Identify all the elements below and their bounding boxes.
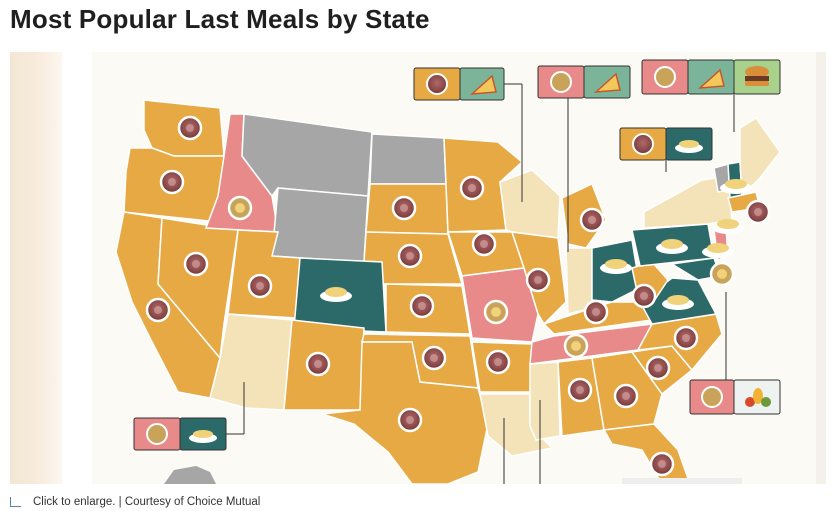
callout-steak-seafood xyxy=(619,127,713,172)
image-caption: Click to enlarge. | Courtesy of Choice M… xyxy=(10,494,260,510)
fried-chicken-icon xyxy=(654,66,676,88)
us-map xyxy=(92,52,826,484)
pizza-icon xyxy=(469,74,497,95)
state-maine xyxy=(739,116,781,198)
seafood-pasta-icon xyxy=(675,140,703,153)
enlarge-corner-icon xyxy=(10,497,21,507)
steak-icon xyxy=(632,133,654,155)
state-north-dakota xyxy=(369,133,447,185)
fruit-icon xyxy=(745,388,771,407)
seafood-pasta-icon xyxy=(662,295,694,310)
fried-chicken-icon xyxy=(701,386,723,408)
state-wisconsin xyxy=(499,169,561,239)
infographic-image[interactable] xyxy=(10,52,826,484)
seafood-pasta-icon xyxy=(600,259,632,274)
seafood-pasta-icon xyxy=(712,219,744,234)
burger-icon xyxy=(745,66,769,86)
pizza-icon xyxy=(593,72,621,93)
page-title: Most Popular Last Meals by State xyxy=(10,4,430,34)
callout-chicken-pizza xyxy=(537,65,631,252)
state-wyoming xyxy=(271,187,369,263)
seafood-pasta-icon xyxy=(720,179,752,194)
state-florida xyxy=(602,423,691,484)
callout-chicken-seafood xyxy=(133,382,245,451)
caption-text[interactable]: Click to enlarge. | Courtesy of Choice M… xyxy=(33,496,261,508)
callout-steak-pizza xyxy=(413,67,523,202)
callout-chicken-fruit xyxy=(689,292,781,415)
alaska-partial xyxy=(164,466,216,484)
gallery-left-edge xyxy=(10,52,62,484)
steak-icon xyxy=(426,73,448,95)
seafood-pasta-icon xyxy=(320,287,352,302)
callout-chicken-pizza-burger xyxy=(641,59,781,132)
fried-chicken-icon xyxy=(146,423,168,445)
pizza-icon xyxy=(697,68,725,89)
fried-chicken-icon xyxy=(550,71,572,93)
seafood-pasta-icon xyxy=(189,430,217,443)
seafood-pasta-icon xyxy=(656,239,688,254)
state-mississippi xyxy=(529,361,561,441)
us-map-svg xyxy=(115,59,781,484)
seafood-pasta-icon xyxy=(702,243,734,258)
